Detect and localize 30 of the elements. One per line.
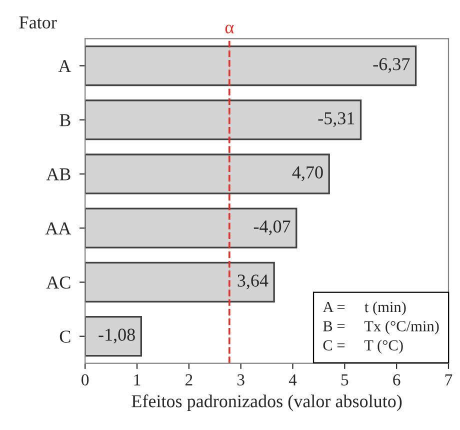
- x-tick-label: 1: [134, 374, 140, 386]
- x-tick-label: 3: [237, 374, 244, 386]
- x-tick-label: 6: [393, 374, 400, 386]
- x-tick-label: 4: [288, 374, 297, 386]
- bar: [85, 154, 330, 194]
- annotation: -5,31: [318, 112, 354, 127]
- x-tick-label: 2: [185, 374, 192, 386]
- y-tick-label: AA: [45, 222, 72, 234]
- y-axis-title: Fator: [19, 16, 57, 29]
- annotation: -4,07: [254, 220, 290, 236]
- x-tick-label: 0: [82, 374, 89, 386]
- annotation: 4,70: [292, 166, 323, 182]
- annotation: -1,08: [98, 328, 135, 344]
- y-tick-label: B: [60, 114, 70, 126]
- bar: [85, 100, 362, 140]
- annotation: 3,64: [238, 274, 268, 290]
- y-tick-label: AB: [46, 168, 70, 180]
- x-tick-label: 7: [445, 374, 452, 386]
- ref-line-label: α: [225, 24, 234, 34]
- annotation: A = t (min) B = Tx (°C/min) C = T (°C): [322, 301, 439, 354]
- bar: [85, 45, 417, 86]
- bar: [85, 208, 298, 248]
- y-tick-label: A: [58, 60, 72, 72]
- x-axis-title: Efeitos padronizados (valor absoluto): [132, 394, 402, 411]
- bar: [85, 262, 275, 302]
- annotation: -6,37: [373, 58, 410, 73]
- x-tick-label: 5: [341, 374, 348, 386]
- bar: [85, 316, 142, 357]
- y-tick-label: AC: [46, 276, 70, 289]
- y-tick-label: C: [60, 330, 70, 343]
